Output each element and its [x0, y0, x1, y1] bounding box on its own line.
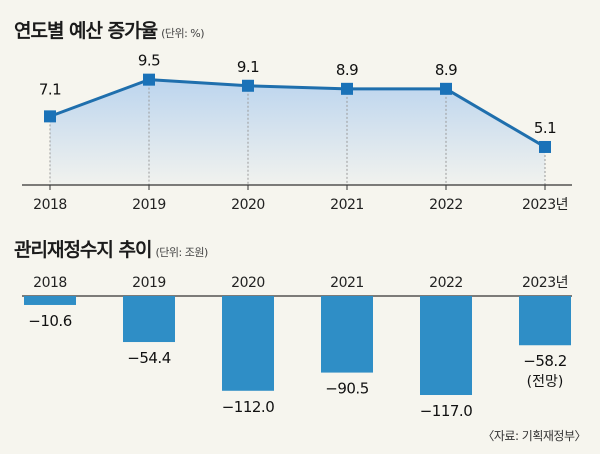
bar-2018	[24, 296, 76, 305]
chart2-title: 관리재정수지 추이 (단위: 조원)	[14, 235, 208, 262]
bar-value-2021: −90.5	[325, 380, 368, 398]
bar-2019	[123, 296, 175, 343]
chart2-unit: (단위: 조원)	[155, 246, 208, 259]
data-label-2022: 8.9	[435, 61, 457, 79]
data-point-2022	[440, 82, 452, 95]
data-label-2021: 8.9	[336, 61, 358, 79]
bar-2021	[321, 296, 373, 373]
bar-2022	[420, 296, 472, 396]
data-label-2020: 9.1	[237, 58, 259, 76]
x-tick-label-2018: 2018	[33, 197, 67, 213]
data-point-2019	[143, 73, 155, 86]
data-point-2021	[341, 82, 353, 95]
data-point-2020	[242, 79, 254, 92]
series-line	[49, 78, 546, 149]
chart1-title: 연도별 예산 증가율 (단위: %)	[14, 16, 205, 43]
data-point-2018	[44, 110, 56, 123]
x-tick-label-2019: 2019	[132, 197, 166, 213]
data-label-2023년: 5.1	[534, 119, 556, 137]
chart1-unit: (단위: %)	[161, 27, 205, 40]
bar-note-2023: (전망)	[527, 374, 564, 390]
area-fill	[50, 79, 545, 185]
bar-value-2019: −54.4	[127, 349, 170, 367]
data-label-2019: 9.5	[138, 52, 160, 70]
bar-category-2019: 2019	[132, 275, 166, 291]
x-tick-label-2021: 2021	[330, 197, 364, 213]
bar-value-2022: −117.0	[420, 402, 473, 420]
chart1-title-text: 연도별 예산 증가율	[14, 20, 158, 42]
x-tick-label-2022: 2022	[429, 197, 463, 213]
bar-category-2022: 2022	[429, 275, 463, 291]
x-tick-label-2023년: 2023년	[522, 197, 568, 213]
bar-category-2021: 2021	[330, 275, 364, 291]
bar-category-2023년: 2023년	[522, 275, 568, 291]
bar-2020	[222, 296, 274, 391]
x-tick-label-2020: 2020	[231, 197, 265, 213]
chart2-title-text: 관리재정수지 추이	[14, 239, 152, 261]
data-label-2018: 7.1	[39, 80, 61, 98]
bar-category-2018: 2018	[33, 275, 67, 291]
bar-2023년	[519, 296, 571, 346]
bar-value-2018: −10.6	[28, 312, 71, 330]
bar-category-2020: 2020	[231, 275, 265, 291]
data-point-2023년	[539, 140, 551, 153]
bar-value-2020: −112.0	[222, 398, 275, 416]
bar-value-2023년: −58.2	[523, 352, 566, 370]
source-note: 〈자료: 기획재정부〉	[482, 429, 586, 443]
